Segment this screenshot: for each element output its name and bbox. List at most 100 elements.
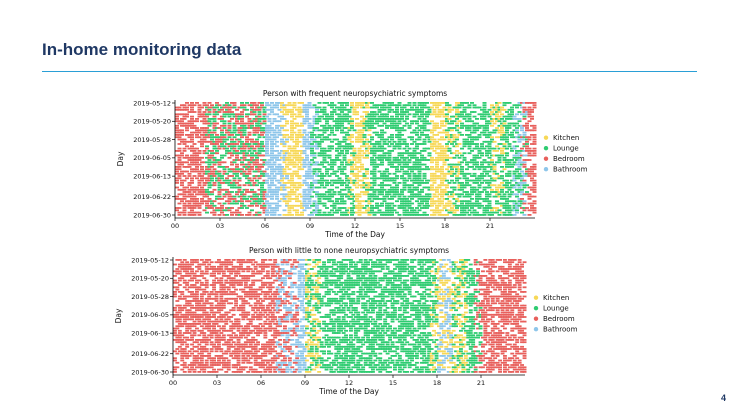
data-point-lounge: [405, 184, 409, 187]
data-point-bedroom: [532, 140, 537, 143]
data-point-bathroom: [302, 143, 307, 145]
data-point-lounge: [522, 145, 527, 148]
data-point-lounge: [420, 214, 424, 216]
data-point-lounge: [322, 186, 327, 189]
data-point-lounge: [492, 113, 497, 116]
data-point-bedroom: [250, 159, 254, 161]
data-point-kitchen: [347, 138, 352, 141]
data-point-bathroom: [292, 272, 297, 275]
data-point-lounge: [465, 168, 469, 171]
data-point-lounge: [375, 134, 379, 136]
data-point-lounge: [412, 131, 417, 134]
data-point-bedroom: [182, 150, 187, 152]
data-point-lounge: [260, 200, 264, 203]
data-point-lounge: [377, 163, 382, 166]
data-point-bathroom: [265, 214, 269, 216]
data-point-bedroom: [175, 268, 180, 270]
data-point-bedroom: [247, 161, 252, 164]
data-point-lounge: [371, 265, 375, 268]
data-point-lounge: [415, 113, 419, 116]
data-point-kitchen: [297, 154, 302, 157]
data-point-lounge: [240, 150, 244, 152]
data-point-bathroom: [275, 106, 279, 109]
data-point-lounge: [382, 140, 387, 143]
data-point-lounge: [371, 272, 375, 275]
data-point-lounge: [317, 193, 322, 196]
data-point-lounge: [487, 122, 492, 125]
data-point-lounge: [340, 214, 344, 216]
data-point-bathroom: [310, 188, 314, 191]
data-point-bedroom: [263, 265, 268, 268]
data-point-lounge: [490, 177, 494, 180]
data-point-lounge: [347, 147, 352, 150]
data-point-lounge: [397, 131, 402, 134]
data-point-kitchen: [367, 209, 372, 212]
data-point-lounge: [415, 188, 419, 191]
data-point-lounge: [422, 177, 427, 180]
data-point-kitchen: [442, 129, 447, 132]
data-point-bathroom: [449, 261, 454, 264]
data-point-bedroom: [212, 268, 216, 270]
data-point-kitchen: [490, 184, 494, 187]
data-point-lounge: [340, 188, 344, 191]
data-point-lounge: [372, 175, 377, 177]
data-point-bathroom: [515, 163, 519, 166]
data-point-bathroom: [522, 102, 527, 104]
data-point-lounge: [462, 184, 467, 187]
data-point-bedroom: [515, 268, 520, 270]
data-point-lounge: [425, 147, 429, 150]
data-point-lounge: [382, 200, 387, 203]
data-point-bedroom: [257, 168, 262, 171]
data-point-bedroom: [483, 265, 488, 268]
data-point-bedroom: [195, 275, 199, 277]
data-point-lounge: [477, 136, 482, 139]
data-point-lounge: [422, 118, 427, 120]
data-point-kitchen: [355, 106, 359, 109]
data-point-lounge: [220, 134, 224, 136]
data-point-lounge: [467, 104, 472, 107]
data-point-lounge: [377, 198, 382, 200]
data-point-lounge: [225, 172, 229, 175]
data-point-lounge: [339, 277, 344, 280]
data-point-lounge: [487, 202, 492, 205]
data-point-kitchen: [440, 170, 444, 173]
data-point-bedroom: [237, 113, 242, 116]
data-point-lounge: [420, 150, 424, 152]
data-point-bathroom: [275, 191, 279, 193]
data-point-bathroom: [312, 179, 317, 182]
data-point-lounge: [480, 147, 484, 150]
data-point-kitchen: [312, 265, 317, 268]
data-point-kitchen: [360, 168, 364, 171]
data-point-lounge: [358, 268, 363, 270]
data-point-lounge: [327, 163, 332, 166]
data-point-lounge: [366, 279, 370, 282]
data-point-lounge: [242, 150, 247, 152]
data-point-lounge: [350, 127, 354, 129]
data-point-lounge: [487, 175, 492, 177]
plot-area: [173, 259, 527, 373]
data-point-lounge: [397, 198, 402, 200]
data-point-lounge: [461, 270, 466, 273]
data-point-lounge: [327, 214, 332, 216]
data-point-lounge: [387, 124, 392, 127]
data-point-lounge: [210, 118, 214, 120]
data-point-lounge: [375, 207, 379, 209]
data-point-bathroom: [270, 156, 274, 159]
data-point-bedroom: [522, 163, 527, 166]
data-point-bathroom: [517, 161, 522, 164]
data-point-kitchen: [285, 120, 289, 123]
data-point-bedroom: [192, 202, 197, 205]
data-point-bathroom: [305, 188, 309, 191]
data-point-bathroom: [282, 186, 287, 189]
data-point-bedroom: [522, 143, 527, 145]
data-point-lounge: [471, 270, 476, 273]
data-point-lounge: [346, 279, 351, 282]
data-point-bedroom: [240, 113, 244, 116]
data-point-lounge: [415, 166, 419, 168]
data-point-lounge: [505, 163, 509, 166]
data-point-bedroom: [185, 108, 189, 111]
data-point-bedroom: [268, 263, 273, 266]
data-point-kitchen: [440, 138, 444, 141]
data-point-lounge: [467, 129, 472, 132]
data-point-kitchen: [457, 172, 462, 175]
